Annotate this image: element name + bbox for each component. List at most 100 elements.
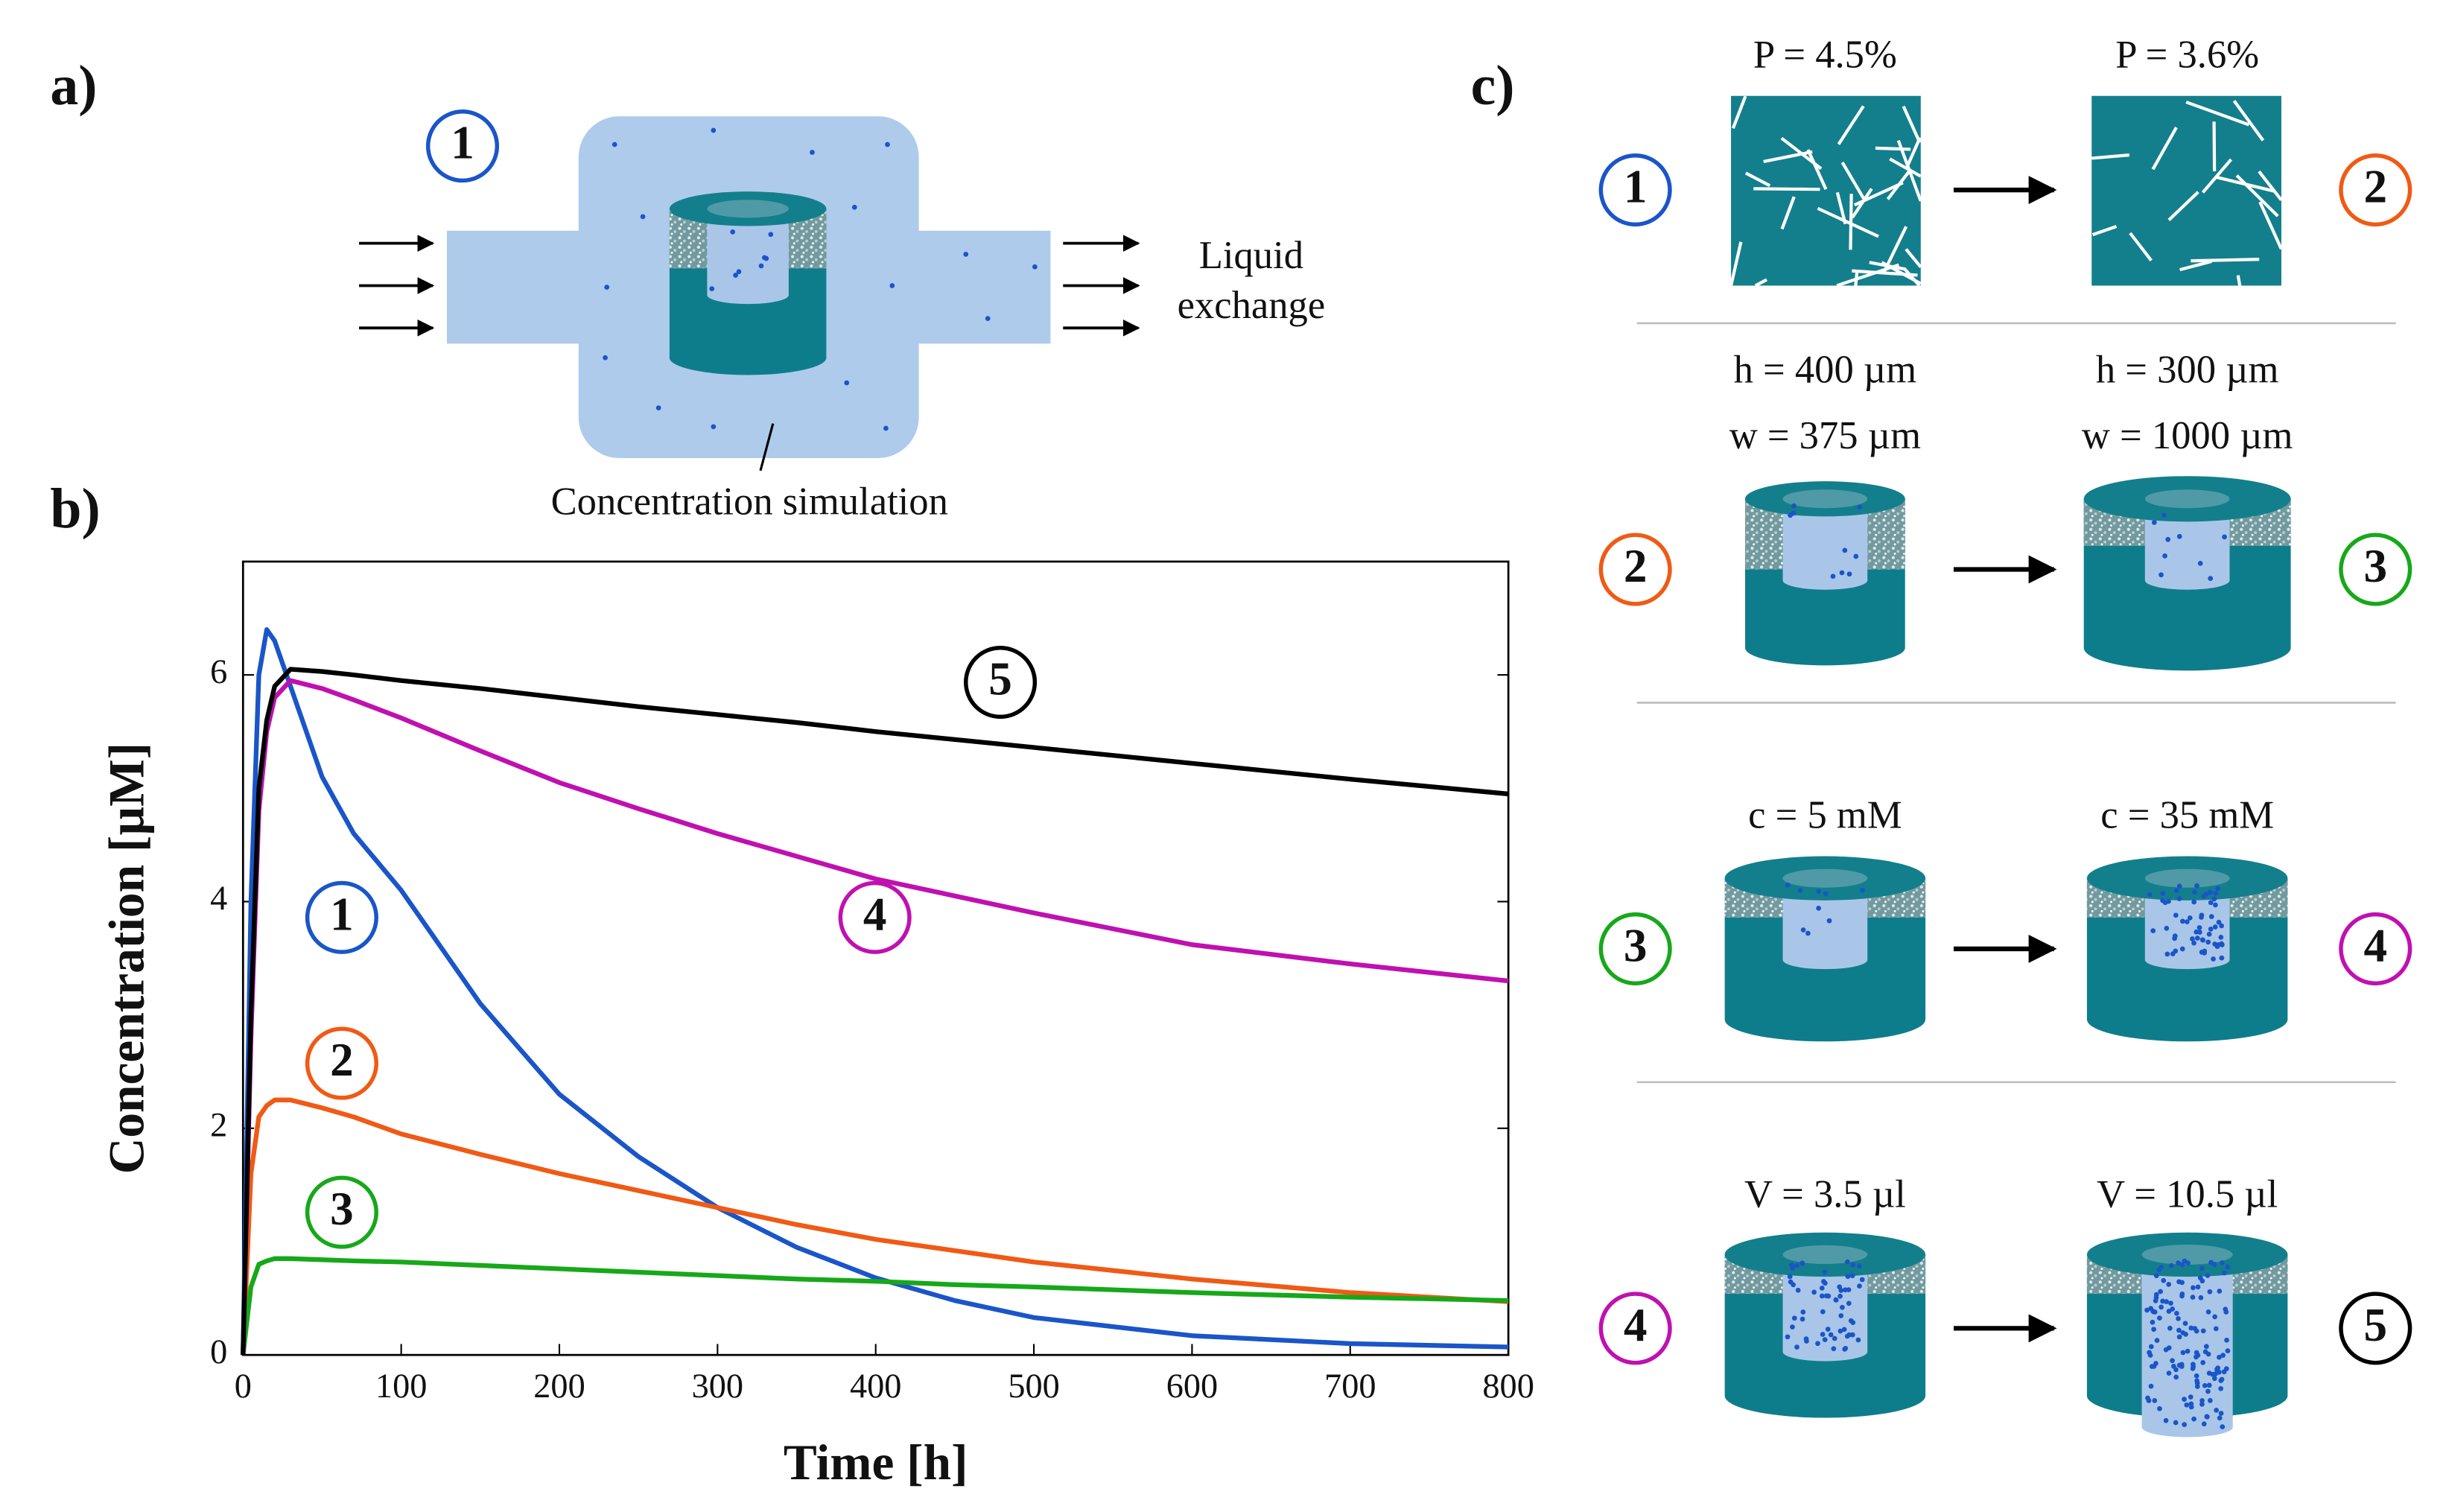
particle	[2150, 1309, 2156, 1314]
particle	[2194, 936, 2200, 941]
circled-label: 2	[1624, 540, 1648, 592]
crack	[1731, 95, 1747, 130]
y-tick-label: 4	[210, 880, 227, 918]
particle	[2182, 1321, 2188, 1327]
caption: Concentration simulation	[551, 480, 948, 523]
particle	[2199, 1265, 2205, 1271]
x-tick-label: 500	[1008, 1368, 1059, 1405]
particle	[2145, 1395, 2150, 1401]
label-circle	[1598, 912, 1672, 985]
particle	[2220, 1260, 2225, 1265]
particle	[2194, 929, 2199, 935]
particle	[2144, 1307, 2150, 1313]
label-circle	[2339, 912, 2412, 985]
particle	[1841, 1327, 1847, 1332]
particle	[1815, 1341, 1820, 1347]
particle	[2176, 1327, 2182, 1333]
particle	[1795, 1287, 1801, 1293]
particle	[2194, 883, 2199, 889]
x-axis-label: Time [h]	[784, 1435, 968, 1490]
particle	[2151, 520, 2157, 525]
particle	[2182, 1397, 2187, 1402]
label-circle	[2339, 153, 2412, 227]
particle	[2160, 898, 2165, 903]
particle	[2168, 1300, 2173, 1306]
particle	[2166, 898, 2171, 904]
crack	[2258, 201, 2283, 250]
particle	[1859, 1277, 1865, 1283]
crack	[2258, 170, 2283, 201]
series-line	[241, 627, 1509, 1356]
circled-label: 3	[2363, 540, 2387, 592]
particle	[985, 316, 991, 322]
label-circle	[1598, 153, 1672, 227]
parameter-label: w = 1000 µm	[2082, 414, 2293, 457]
particle	[2173, 1420, 2179, 1426]
core-bottom	[2144, 950, 2230, 970]
particle	[2208, 1398, 2213, 1403]
crack	[1889, 157, 1922, 178]
membrane-square	[2091, 95, 2281, 286]
particle	[2219, 955, 2225, 961]
crack	[1780, 196, 1796, 230]
particle	[2158, 1304, 2164, 1310]
particle	[2163, 1417, 2169, 1423]
crack	[1886, 170, 1911, 200]
particle	[2217, 1415, 2223, 1421]
crack	[1902, 105, 1922, 144]
particle	[2205, 1388, 2211, 1394]
y-tick-label: 6	[210, 653, 227, 691]
parameter-label: P = 3.6%	[2115, 33, 2259, 76]
particle	[1799, 1260, 1805, 1266]
particle	[2190, 1295, 2196, 1300]
particle	[640, 214, 646, 220]
particle	[1791, 1315, 1797, 1321]
particle	[2192, 1326, 2198, 1331]
particle	[1828, 1332, 1834, 1338]
particle	[963, 251, 969, 257]
particle	[2161, 1277, 2167, 1283]
particle	[2190, 1366, 2196, 1371]
particle	[2176, 1315, 2181, 1321]
particle	[2176, 1334, 2182, 1340]
particle	[2215, 886, 2220, 892]
crack	[1896, 139, 1922, 202]
particle	[2174, 1310, 2179, 1316]
particle	[2208, 889, 2213, 895]
particle	[2164, 951, 2170, 957]
particle	[2212, 941, 2218, 947]
particle	[885, 142, 890, 147]
core-top	[2141, 1245, 2233, 1265]
particle	[1853, 553, 1859, 559]
core-top	[1782, 1245, 1868, 1264]
particle	[711, 424, 717, 430]
particle	[2160, 891, 2166, 896]
particle	[1819, 1285, 1825, 1291]
particle	[889, 283, 895, 288]
crack	[2185, 101, 2250, 127]
particle	[2182, 1258, 2188, 1264]
particle	[730, 229, 736, 235]
particle	[2170, 951, 2176, 957]
particle	[2219, 1376, 2225, 1382]
particle	[2212, 1314, 2218, 1320]
label-circle	[305, 1026, 378, 1100]
particle	[2166, 1281, 2172, 1287]
circled-label: 4	[2363, 920, 2387, 972]
crack	[1875, 146, 1911, 151]
particle	[604, 285, 610, 290]
particle	[1820, 1309, 1826, 1315]
particle	[1846, 1300, 1852, 1306]
particle	[1032, 264, 1038, 270]
particle	[1859, 887, 1865, 893]
particle	[2167, 1325, 2173, 1331]
particle	[1837, 1328, 1843, 1334]
particle	[2218, 1385, 2224, 1391]
particle	[2201, 1421, 2207, 1427]
particle	[2191, 1416, 2196, 1422]
particle	[1822, 1337, 1828, 1343]
particle	[2161, 512, 2167, 518]
particle	[1857, 504, 1863, 510]
particle	[1822, 1269, 1828, 1275]
particle	[1838, 1313, 1844, 1318]
